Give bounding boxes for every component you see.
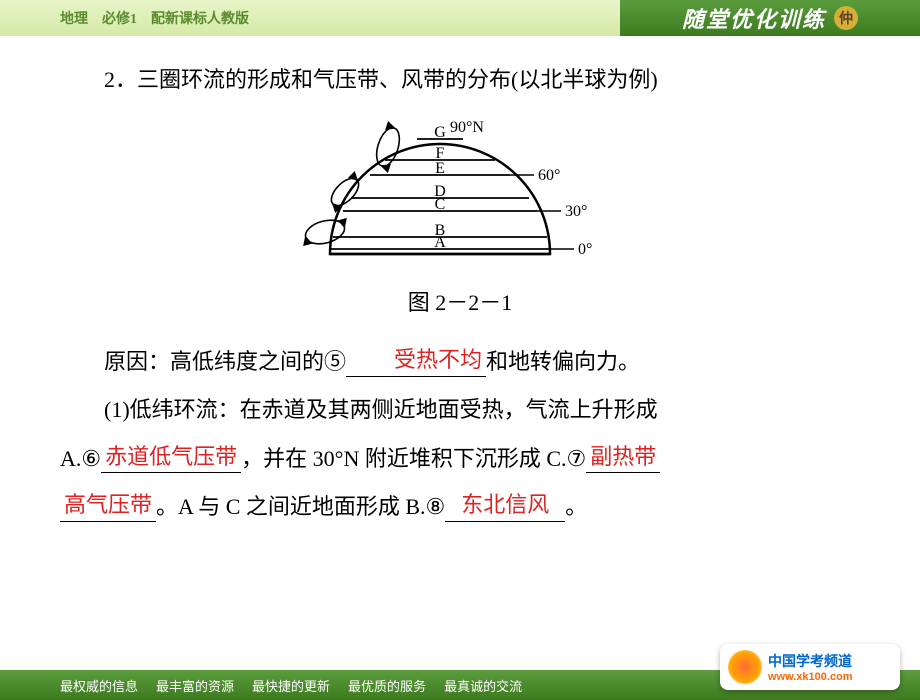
top-banner: 地理 必修1 配新课标人教版 随堂优化训练 仲 <box>0 0 920 36</box>
paragraph-1c: 高气压带。A 与 C 之间近地面形成 B.⑧东北信风。 <box>60 483 860 531</box>
footer-item: 最优质的服务 <box>348 676 426 695</box>
footer-item: 最真诚的交流 <box>444 676 522 695</box>
breadcrumb-area: 地理 必修1 配新课标人教版 <box>0 0 620 36</box>
p1-text-b: A. <box>60 446 81 471</box>
slide-content: 2．三圈环流的形成和气压带、风带的分布(以北半球为例) GFE60°DC30°B… <box>0 36 920 531</box>
hemisphere-diagram: GFE60°DC30°BA0°90°N <box>290 114 630 274</box>
blank6-answer: 赤道低气压带 <box>101 442 241 474</box>
blank7-answer-line1: 副热带 <box>586 442 660 474</box>
svg-text:C: C <box>435 196 446 213</box>
svg-text:0°: 0° <box>578 241 592 258</box>
logo-text: 中国学考频道 www.xk100.com <box>768 651 853 683</box>
footer-logo: 中国学考频道 www.xk100.com <box>720 644 900 690</box>
svg-text:A: A <box>434 234 446 251</box>
section-heading: 2．三圈环流的形成和气压带、风带的分布(以北半球为例) <box>60 56 860 104</box>
cause-prefix: 原因：高低纬度之间的 <box>104 349 324 374</box>
banner-seal-icon: 仲 <box>834 6 858 30</box>
blank7-num: ⑦ <box>567 446 587 471</box>
footer-item: 最快捷的更新 <box>252 676 330 695</box>
banner-title: 随堂优化训练 <box>682 2 826 34</box>
logo-swirl-icon <box>728 650 762 684</box>
svg-text:E: E <box>435 160 445 177</box>
cause-paragraph: 原因：高低纬度之间的⑤受热不均和地转偏向力。 <box>60 338 860 386</box>
diagram-wrap: GFE60°DC30°BA0°90°N 图 2－2－1 <box>60 114 860 327</box>
blank6-num: ⑥ <box>81 446 101 471</box>
footer-item: 最权威的信息 <box>60 676 138 695</box>
p1-text-c: ，并在 30°N 附近堆积下沉形成 C. <box>241 446 566 471</box>
svg-text:90°N: 90°N <box>450 119 484 136</box>
paragraph-1a: (1)低纬环流：在赤道及其两侧近地面受热，气流上升形成 <box>60 386 860 434</box>
p1-text-d: 。A 与 C 之间近地面形成 B. <box>156 494 426 519</box>
cause-suffix: 和地转偏向力。 <box>486 349 640 374</box>
diagram-caption: 图 2－2－1 <box>60 279 860 327</box>
logo-cn: 中国学考频道 <box>768 651 853 671</box>
logo-url: www.xk100.com <box>768 671 853 683</box>
blank8-num: ⑧ <box>426 494 446 519</box>
blank5-answer: 受热不均 <box>346 345 486 377</box>
paragraph-1b: A.⑥赤道低气压带，并在 30°N 附近堆积下沉形成 C.⑦副热带 <box>60 435 860 483</box>
blank7-answer-line2: 高气压带 <box>60 490 156 522</box>
blank8-answer: 东北信风 <box>445 490 565 522</box>
banner-right: 随堂优化训练 仲 <box>620 0 920 36</box>
p1-text-e: 。 <box>565 494 587 519</box>
svg-text:60°: 60° <box>538 167 560 184</box>
svg-text:30°: 30° <box>565 203 587 220</box>
p1-text-a: (1)低纬环流：在赤道及其两侧近地面受热，气流上升形成 <box>104 397 658 422</box>
footer-item: 最丰富的资源 <box>156 676 234 695</box>
breadcrumb: 地理 必修1 配新课标人教版 <box>60 8 249 28</box>
svg-text:G: G <box>434 124 446 141</box>
blank5-num: ⑤ <box>324 349 346 374</box>
